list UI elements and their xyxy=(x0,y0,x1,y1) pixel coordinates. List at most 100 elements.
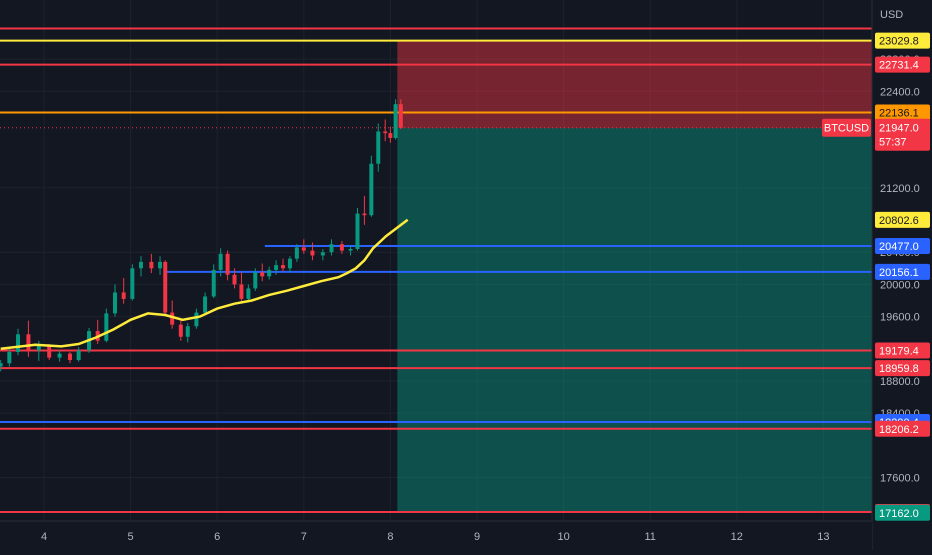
time-axis-background[interactable] xyxy=(0,521,872,550)
candle xyxy=(329,239,334,256)
candle xyxy=(294,244,299,262)
x-tick-label: 6 xyxy=(214,531,220,543)
candle xyxy=(26,320,31,357)
candle xyxy=(113,284,118,317)
candle xyxy=(246,284,251,303)
candle-body xyxy=(194,312,199,327)
candle xyxy=(274,260,279,275)
stop-loss-zone xyxy=(397,40,872,129)
candle xyxy=(163,260,168,317)
candle xyxy=(239,272,244,303)
level-price-label: 22731.4 xyxy=(875,56,930,73)
candle-body xyxy=(267,269,272,277)
candle-body xyxy=(57,353,62,358)
position-zones xyxy=(397,40,872,512)
candle-body xyxy=(239,284,244,299)
candle-body xyxy=(376,131,381,164)
candle-body xyxy=(47,344,52,358)
y-tick-label: 20000.0 xyxy=(880,279,920,291)
x-tick-labels: 4 5 6 7 8 9 10 11 12 13 xyxy=(41,531,830,543)
candle xyxy=(104,308,109,343)
candle xyxy=(16,328,21,356)
candle-body xyxy=(383,131,388,134)
candle-body xyxy=(355,213,360,250)
candle xyxy=(362,195,367,225)
x-tick-label: 4 xyxy=(41,531,47,543)
candle xyxy=(218,248,223,277)
y-tick-label: 17600.0 xyxy=(880,473,920,485)
symbol-tag-bg xyxy=(822,118,871,137)
candle-body xyxy=(274,265,279,270)
support-price-label-text: 20477.0 xyxy=(879,241,919,253)
candle xyxy=(225,250,230,281)
candle xyxy=(383,119,388,142)
candle xyxy=(301,239,306,254)
level-price-label: 18206.2 xyxy=(875,420,930,437)
y-tick-label: 21200.0 xyxy=(880,183,920,195)
candle-body xyxy=(163,261,168,313)
candle xyxy=(253,268,258,291)
level-price-label-text: 18959.8 xyxy=(879,363,919,375)
candle xyxy=(57,350,62,362)
candle-body xyxy=(320,252,325,256)
level-price-label-bg xyxy=(875,420,930,437)
symbol-tag-box: BTCUSD xyxy=(822,118,871,137)
candle xyxy=(67,352,72,364)
candle-body xyxy=(339,244,344,251)
candle xyxy=(398,99,403,130)
candle-body xyxy=(329,244,334,253)
candle xyxy=(211,264,216,299)
candle xyxy=(339,240,344,254)
price-label-text: 20802.6 xyxy=(879,215,919,227)
level-price-label-bg xyxy=(875,360,930,377)
candle-body xyxy=(16,334,21,353)
candle-body xyxy=(113,292,118,314)
support-price-label: 20156.1 xyxy=(875,263,930,280)
x-tick-label: 10 xyxy=(557,531,569,543)
candle xyxy=(348,245,353,256)
candle xyxy=(376,123,381,172)
candle-body xyxy=(301,247,306,251)
candle-body xyxy=(253,272,258,289)
price-label: 20802.6 xyxy=(875,211,930,228)
currency-label: USD xyxy=(880,9,903,21)
candle xyxy=(310,242,315,261)
x-tick-label: 7 xyxy=(301,531,307,543)
x-tick-label: 8 xyxy=(387,531,393,543)
candle-body xyxy=(203,296,208,313)
candle xyxy=(260,263,265,282)
candle-body xyxy=(76,350,81,361)
grid xyxy=(0,0,872,521)
candle-body xyxy=(398,104,403,128)
moving-average-line xyxy=(0,218,409,351)
x-tick-label: 9 xyxy=(474,531,480,543)
candle-body xyxy=(0,363,3,367)
candle xyxy=(232,268,237,289)
level-price-label-bg xyxy=(875,342,930,359)
support-price-label-text: 20156.1 xyxy=(879,267,919,279)
candle-body xyxy=(246,288,251,299)
candle xyxy=(138,256,143,277)
price-label-bg xyxy=(875,504,930,521)
candle xyxy=(393,99,398,140)
candle-body xyxy=(149,261,154,269)
candle-body xyxy=(185,326,190,337)
symbol-tag-text: BTCUSD xyxy=(824,123,869,135)
candle-body xyxy=(26,334,31,351)
candle xyxy=(178,320,183,341)
candle xyxy=(203,292,208,315)
candle-body xyxy=(260,272,265,277)
candle xyxy=(369,155,374,217)
candle-body xyxy=(7,352,12,364)
candle-body xyxy=(225,253,230,275)
candle xyxy=(355,207,360,251)
level-price-label: 22136.1 xyxy=(875,104,930,121)
horizontal-levels[interactable] xyxy=(0,27,872,513)
candle-body xyxy=(388,133,393,138)
y-tick-label: 18800.0 xyxy=(880,376,920,388)
level-price-label-bg xyxy=(875,56,930,73)
candle-body xyxy=(178,324,183,337)
candle-body xyxy=(218,253,223,270)
